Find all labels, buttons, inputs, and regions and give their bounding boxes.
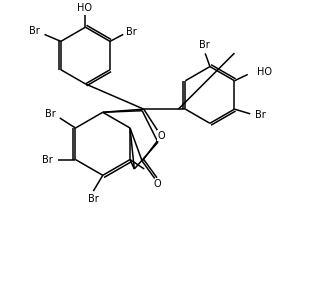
Text: O: O [153,179,161,189]
Text: Br: Br [255,110,266,121]
Text: Br: Br [199,40,210,51]
Text: Br: Br [126,27,137,37]
Text: Br: Br [45,108,56,119]
Text: HO: HO [77,3,92,13]
Text: Br: Br [29,26,40,36]
Text: HO: HO [257,67,272,77]
Text: Br: Br [42,154,53,164]
Text: Br: Br [88,194,99,204]
Text: O: O [157,131,165,141]
